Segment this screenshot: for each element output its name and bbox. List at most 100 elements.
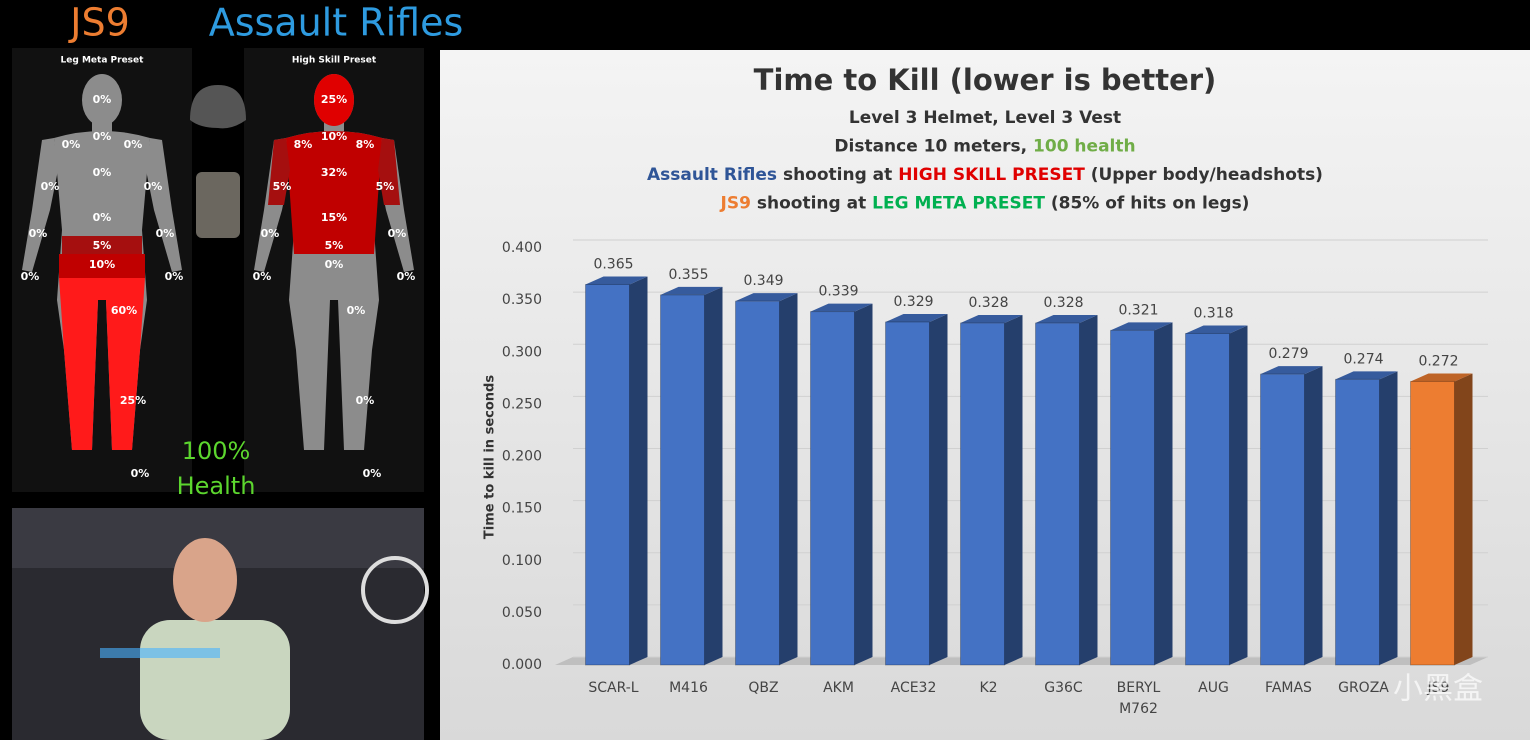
x-tick-label: SCAR-L [588,680,638,696]
bar-side [1454,373,1473,665]
x-tick-label: G36C [1044,680,1083,696]
value-label: 0.279 [1268,346,1308,362]
value-label: 0.274 [1343,351,1383,367]
region-label: 25% [120,394,146,407]
bar-side [1154,322,1173,665]
value-label: 0.328 [1043,295,1083,311]
region-label: 0% [356,394,375,407]
region-label: 0% [347,304,366,317]
y-tick-label: 0.050 [502,605,542,621]
bar [660,294,705,666]
bar [735,300,780,666]
value-label: 0.329 [893,294,933,310]
region-label: 0% [21,270,40,283]
bar [585,283,630,666]
region-label: 10% [89,258,115,271]
value-label: 0.339 [818,284,858,300]
y-tick-label: 0.150 [502,501,542,517]
bar-top [1035,315,1098,324]
x-tick-label: QBZ [748,680,778,696]
region-label: 25% [321,93,347,106]
subtitle-segment: (Upper body/headshots) [1085,165,1323,185]
region-label: 0% [29,227,48,240]
region-label: 15% [321,211,347,224]
vest-icon [196,172,240,238]
y-axis-label: Time to kill in seconds [483,375,498,539]
value-label: 0.318 [1193,305,1233,321]
value-label: 0.349 [743,273,783,289]
region-label: 0% [261,227,280,240]
x-tick-label: ACE32 [891,680,937,696]
bar [960,322,1005,666]
value-label: 0.365 [593,256,633,272]
bar-top [885,314,948,323]
bar [1185,332,1230,666]
region-label: 8% [356,138,375,151]
subtitle-line: JS9 shooting at LEG META PRESET (85% of … [720,194,1250,214]
y-tick-label: 0.400 [502,240,542,256]
region-label: 0% [93,93,112,106]
x-tick-label: GROZA [1338,680,1389,696]
region-label: 5% [376,180,395,193]
bar [1335,378,1380,666]
bar [1035,322,1080,666]
subtitle-line: Level 3 Helmet, Level 3 Vest [849,108,1121,128]
bar [1110,329,1155,666]
bar [1260,373,1305,666]
subtitle-segment: Assault Rifles [647,165,777,185]
body-right [254,74,414,450]
region-label: 0% [41,180,60,193]
region-label: 10% [321,130,347,143]
region-label: 32% [321,166,347,179]
region-label: 8% [294,138,313,151]
bar-side [1304,366,1323,665]
region-label: 5% [273,180,292,193]
x-tick-label: AKM [823,680,854,696]
value-label: 0.321 [1118,302,1158,318]
bar-top [660,286,723,295]
bar-side [1379,371,1398,665]
y-tick-label: 0.350 [502,292,542,308]
region-label: 0% [62,138,81,151]
chart-title: Time to Kill (lower is better) [754,63,1217,97]
health-line: Health [177,472,256,500]
y-tick-label: 0.100 [502,553,542,569]
webcam [12,508,429,740]
bar-side [779,293,798,665]
bar-top [1410,373,1473,382]
subtitle-segment: shooting at [751,194,872,214]
value-label: 0.355 [668,267,708,283]
x-tick-label: AUG [1198,680,1229,696]
bar-top [1260,366,1323,375]
watermark: 小黑盒 [1393,672,1483,707]
y-tick-label: 0.250 [502,396,542,412]
subtitle-segment: JS9 [720,194,751,214]
y-tick-label: 0.000 [502,657,542,673]
region-label: 0% [93,130,112,143]
body-left [22,74,182,450]
subtitle-line: Distance 10 meters, 100 health [834,137,1135,157]
subtitle-segment: Distance 10 meters, [834,137,1033,157]
subtitle-segment: HIGH SKILL PRESET [898,165,1085,185]
value-label: 0.328 [968,295,1008,311]
bar-side [704,286,723,665]
y-tick-label: 0.300 [502,344,542,360]
region-label: 0% [165,270,184,283]
bar-top [1335,371,1398,380]
bar-side [629,276,648,665]
subtitle-segment: 100 health [1033,137,1136,157]
subtitle-segment: LEG META PRESET [872,194,1045,214]
bar-top [810,303,873,312]
header-right: Assault Rifles [209,1,464,45]
region-label: 5% [325,239,344,252]
bar-top [1185,325,1248,334]
x-tick-label: K2 [979,680,997,696]
region-label: 5% [93,239,112,252]
subtitle-segment: shooting at [777,165,898,185]
subtitle-line: Assault Rifles shooting at HIGH SKILL PR… [647,165,1323,185]
region-label: 0% [325,258,344,271]
region-label: 60% [111,304,137,317]
bar-top [1110,322,1173,331]
region-label: 0% [131,467,150,480]
